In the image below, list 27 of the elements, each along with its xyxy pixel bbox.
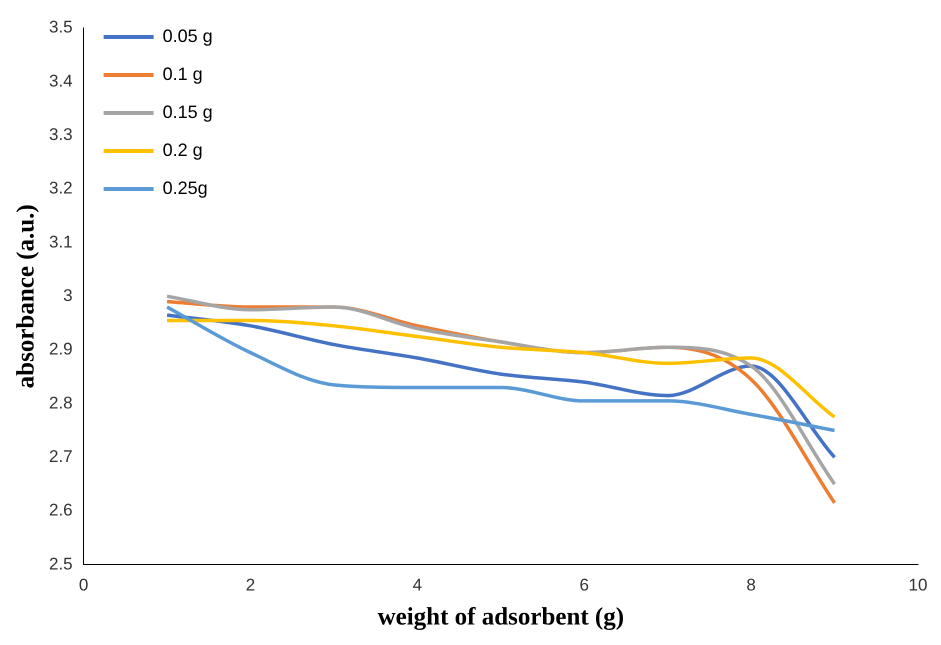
y-axis-title: absorbance (a.u.) [12, 204, 40, 388]
y-tick-label: 3.5 [48, 18, 73, 37]
legend-label: 0.2 g [162, 140, 203, 160]
y-tick-label: 3.2 [48, 178, 73, 198]
x-tick-label: 4 [412, 575, 422, 594]
x-tick-label: 10 [908, 575, 928, 594]
x-tick-label: 6 [580, 575, 589, 594]
x-axis-title: weight of adsorbent (g) [378, 603, 624, 630]
line-series [165, 305, 836, 432]
y-tick-label: 2.7 [48, 446, 73, 466]
y-tick-label: 3.4 [48, 71, 73, 90]
y-tick-label: 3.3 [48, 125, 73, 144]
y-tick-label: 2.5 [48, 554, 73, 574]
line-series [165, 318, 836, 419]
legend-label: 0.1 g [162, 64, 203, 84]
line-series [165, 313, 836, 460]
y-tick-label: 3.1 [48, 232, 73, 252]
legend-label: 0.05 g [162, 26, 213, 46]
y-tick-label: 3 [63, 286, 73, 305]
legend-label: 0.15 g [162, 102, 213, 122]
y-tick-label: 2.8 [48, 393, 73, 412]
y-tick-label: 2.9 [48, 340, 73, 359]
y-tick-label: 2.6 [48, 500, 73, 520]
x-tick-label: 2 [246, 575, 256, 594]
x-tick-label: 8 [746, 575, 756, 594]
x-tick-label: 0 [78, 575, 88, 594]
legend-label: 0.25g [162, 178, 208, 198]
